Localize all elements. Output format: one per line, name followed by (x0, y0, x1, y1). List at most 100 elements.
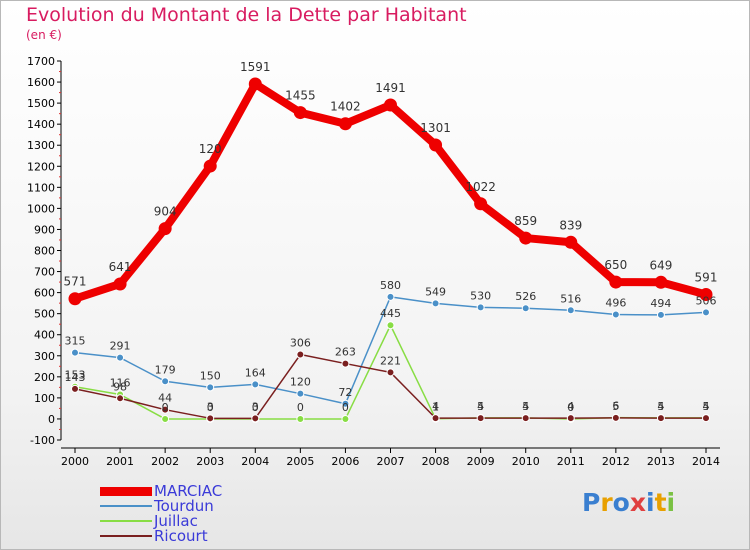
data-label: 5 (612, 400, 619, 413)
data-label: 571 (64, 275, 87, 289)
data-point (71, 384, 79, 393)
data-label: 1491 (375, 81, 406, 95)
logo-letter: i (666, 488, 676, 517)
data-point (296, 389, 305, 398)
data-point (702, 308, 710, 317)
data-point (296, 350, 305, 359)
data-label: 150 (200, 369, 221, 382)
data-label: 221 (380, 354, 401, 367)
data-point (248, 77, 262, 91)
y-tick-label: 200 (34, 371, 55, 384)
data-point (203, 159, 217, 173)
data-label: 1301 (420, 121, 451, 135)
y-tick-label: 1000 (27, 202, 55, 215)
data-label: 120 (290, 376, 311, 389)
data-point (521, 304, 530, 313)
data-point (611, 413, 620, 422)
y-tick-label: 100 (34, 392, 55, 405)
data-label: 4 (657, 400, 664, 413)
data-point (116, 353, 125, 362)
x-tick-label: 2014 (692, 455, 720, 468)
x-tick-label: 2003 (196, 455, 224, 468)
chart-title: Evolution du Montant de la Dette par Hab… (26, 4, 467, 26)
data-point (161, 405, 170, 414)
data-label: 445 (380, 307, 401, 320)
data-point (158, 222, 172, 236)
data-point (656, 310, 665, 319)
data-point (341, 414, 350, 423)
data-label: 1402 (330, 100, 361, 114)
x-tick-label: 2002 (151, 455, 179, 468)
data-point (656, 414, 665, 423)
y-tick-label: 1500 (27, 97, 55, 110)
data-label: 3 (252, 400, 259, 413)
data-point (296, 414, 305, 423)
y-tick-label: -100 (30, 434, 55, 447)
data-label: 5 (522, 400, 529, 413)
data-label: 506 (696, 294, 717, 307)
y-tick-label: 0 (48, 413, 55, 426)
legend-label: MARCIAC (154, 482, 223, 500)
data-label: 1455 (285, 89, 316, 103)
y-tick-label: 400 (34, 329, 55, 342)
legend-label: Juillac (154, 512, 198, 530)
legend-swatch (100, 505, 152, 507)
data-point (293, 106, 307, 120)
data-point (251, 380, 260, 389)
y-tick-label: 700 (34, 266, 55, 279)
data-label: 44 (158, 392, 172, 405)
data-label: 4 (567, 400, 574, 413)
data-point (431, 299, 440, 308)
data-point (341, 399, 350, 408)
data-label: 164 (245, 366, 266, 379)
data-label: 549 (425, 285, 446, 298)
data-point (429, 138, 443, 152)
data-label: 98 (113, 380, 127, 393)
logo-letter: r (600, 488, 613, 517)
y-tick-label: 900 (34, 223, 55, 236)
data-label: 516 (560, 292, 581, 305)
x-tick-label: 2000 (61, 455, 89, 468)
data-label: 530 (470, 289, 491, 302)
logo-letter: i (646, 488, 655, 517)
legend-swatch (100, 520, 152, 522)
x-tick-label: 2008 (422, 455, 450, 468)
data-point (116, 394, 125, 403)
legend-label: Tourdun (154, 497, 214, 515)
logo-letter: o (612, 488, 630, 517)
data-point (161, 377, 170, 386)
x-tick-label: 2009 (467, 455, 495, 468)
logo-letter: t (654, 488, 667, 517)
data-label: 839 (559, 218, 582, 232)
y-tick-label: 500 (34, 308, 55, 321)
data-point (161, 414, 170, 423)
data-label: 291 (110, 340, 131, 353)
chart-subtitle: (en €) (26, 28, 62, 42)
data-point (384, 98, 397, 112)
data-point (611, 310, 620, 319)
data-label: 1022 (465, 180, 496, 194)
x-tick-label: 2004 (241, 455, 269, 468)
x-tick-label: 2011 (557, 455, 585, 468)
y-tick-label: 300 (34, 350, 55, 363)
x-tick-label: 2013 (647, 455, 675, 468)
legend-swatch (100, 535, 152, 537)
proxiti-logo[interactable]: Proxiti (582, 488, 675, 517)
data-label: 3 (207, 400, 214, 413)
data-point (566, 414, 575, 423)
data-label: 6 (612, 400, 619, 413)
y-tick-label: 1400 (27, 118, 55, 131)
data-label: 0 (162, 401, 169, 414)
data-label: 1591 (240, 60, 271, 74)
data-label: 0 (252, 401, 259, 414)
data-point (206, 414, 215, 423)
data-label: 263 (335, 346, 356, 359)
data-point (386, 321, 395, 330)
legend-swatch (100, 487, 152, 496)
data-label: 591 (695, 271, 718, 285)
data-label: 641 (109, 260, 132, 274)
data-point (476, 303, 485, 312)
legend-label: Ricourt (154, 527, 208, 545)
y-tick-label: 600 (34, 287, 55, 300)
